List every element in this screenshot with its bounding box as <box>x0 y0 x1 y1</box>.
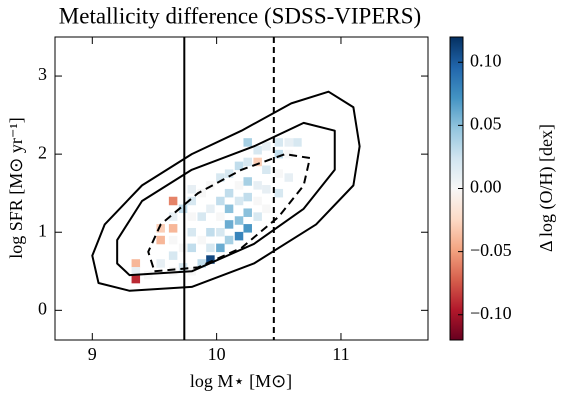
bin-square <box>168 235 178 245</box>
bin-square <box>144 270 153 280</box>
bin-square <box>206 204 215 214</box>
bin-square <box>262 165 271 175</box>
colorbar-tick-label: −0.05 <box>470 240 512 260</box>
bin-square <box>168 196 178 206</box>
bin-square <box>168 267 178 276</box>
bin-square <box>234 231 244 241</box>
bin-square <box>168 251 178 260</box>
bin-square <box>284 173 293 182</box>
bin-square <box>234 161 244 171</box>
chart-title: Metallicity difference (SDSS-VIPERS) <box>59 3 421 28</box>
x-tick-label: 9 <box>88 344 97 364</box>
bin-square <box>243 138 252 147</box>
y-tick-label: 2 <box>38 142 47 162</box>
bin-square <box>187 227 197 237</box>
bin-square <box>274 149 284 159</box>
bin-square <box>187 212 197 221</box>
bin-square <box>197 259 206 268</box>
y-axis-label: log SFR [M⊙ yr⁻¹] <box>6 117 26 259</box>
contour <box>147 153 311 273</box>
bin-square <box>262 204 271 214</box>
x-tick-label: 10 <box>208 344 226 364</box>
bin-square <box>224 169 234 178</box>
bin-square <box>187 243 197 253</box>
bin-square <box>224 220 234 229</box>
bin-square <box>216 173 225 182</box>
bin-square <box>253 145 262 155</box>
bin-square <box>178 243 188 253</box>
bin-square <box>243 177 252 186</box>
bin-square <box>234 181 244 190</box>
colorbar-tick-label: −0.10 <box>470 303 512 323</box>
bin-square <box>168 212 178 221</box>
bin-square <box>216 196 225 206</box>
bin-square <box>274 169 284 178</box>
bin-square <box>224 204 234 214</box>
colorbar-tick-label: 0.00 <box>470 177 502 197</box>
bin-square <box>274 188 284 198</box>
bin-square <box>156 235 165 245</box>
contour <box>116 121 336 277</box>
bin-square <box>262 185 271 194</box>
bin-square <box>243 192 252 202</box>
y-tick-label: 0 <box>38 298 47 318</box>
colorbar-tick-label: 0.10 <box>470 50 502 70</box>
bin-square <box>168 224 178 233</box>
bin-square <box>234 196 244 206</box>
colorbar-label: Δ log (O/H) [dex] <box>536 124 557 252</box>
bin-square <box>178 263 188 272</box>
bin-square <box>187 196 197 206</box>
bin-square <box>197 235 206 245</box>
bin-square <box>243 224 252 233</box>
bin-square <box>253 157 262 167</box>
bin-square <box>216 227 225 237</box>
bin-square <box>206 227 215 237</box>
bin-square <box>206 243 215 253</box>
y-tick-label: 3 <box>38 64 47 84</box>
plot-frame <box>54 36 429 341</box>
bin-square <box>206 255 215 264</box>
bin-square <box>253 196 262 206</box>
bin-square <box>293 138 302 147</box>
bin-square <box>274 138 284 147</box>
bin-square <box>216 212 225 221</box>
contour <box>91 90 361 292</box>
bin-square <box>262 142 271 151</box>
x-axis-label: log M⋆ [M⊙] <box>190 371 292 391</box>
bin-square <box>243 208 252 217</box>
bin-square <box>253 212 262 221</box>
bin-square <box>216 243 225 253</box>
bin-square <box>224 188 234 198</box>
colorbar-tick-label: 0.05 <box>470 114 502 134</box>
bin-square <box>224 235 234 245</box>
bin-square <box>187 185 197 194</box>
bin-square <box>131 259 141 268</box>
bin-square <box>131 274 141 284</box>
bin-square <box>156 259 165 268</box>
bin-square <box>156 224 165 233</box>
bin-square <box>178 204 188 214</box>
bin-square <box>197 188 206 198</box>
bin-square <box>243 157 252 167</box>
bin-square <box>253 181 262 190</box>
x-tick-label: 11 <box>332 344 349 364</box>
bin-square <box>234 216 244 225</box>
bin-square <box>197 212 206 221</box>
bin-square <box>284 149 293 159</box>
bin-square <box>284 138 293 147</box>
bin-square <box>131 267 141 276</box>
y-tick-label: 1 <box>38 220 47 240</box>
